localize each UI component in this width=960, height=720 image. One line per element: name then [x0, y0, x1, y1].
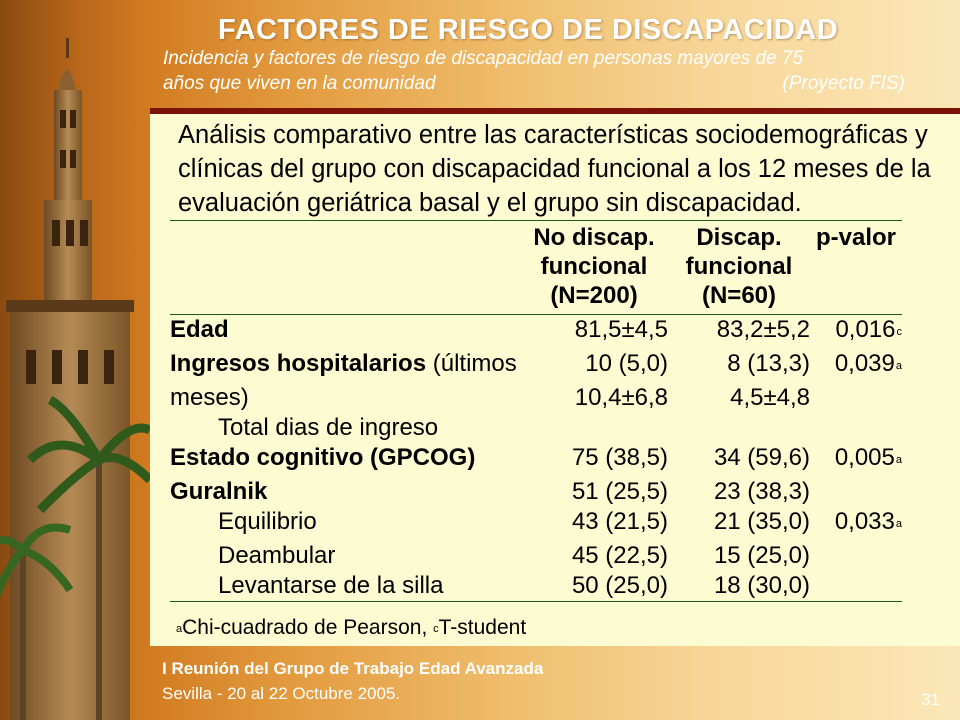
- table-row: Levantarse de la silla 50 (25,0) 18 (30,…: [170, 571, 902, 602]
- row-label: Deambular: [218, 542, 336, 569]
- footnote-mark-c: c: [433, 623, 439, 635]
- table-row: Edad 81,5±4,5 83,2±5,2 0,016c: [170, 315, 902, 350]
- pvalue-text: 0,039: [834, 350, 895, 377]
- subtitle-line-1: Incidencia y factores de riesgo de disca…: [163, 48, 804, 69]
- pvalue-mark: c: [896, 326, 903, 338]
- subtitle-line-2-text: años que viven en la comunidad: [163, 73, 436, 94]
- table-row: Deambular 45 (22,5) 15 (25,0): [170, 541, 902, 571]
- pvalue-mark: a: [895, 454, 902, 466]
- cell-pvalue: [810, 383, 902, 413]
- row-label: Equilibrio: [218, 508, 317, 535]
- cell-pvalue: [810, 477, 902, 507]
- row-label-rest: (últimos: [426, 350, 517, 377]
- cell-no-discap: 50 (25,0): [571, 572, 668, 599]
- cell-discap: [668, 413, 810, 443]
- cell-no-discap: 45 (22,5): [571, 542, 668, 569]
- pvalue-text: 0,033: [834, 508, 895, 535]
- content-panel: Análisis comparativo entre las caracterí…: [150, 114, 960, 646]
- pvalue-text: 0,005: [834, 444, 895, 471]
- header-discap: Discap. funcional (N=60): [668, 221, 810, 315]
- table-footnote: aChi-cuadrado de Pearson, cT-student: [176, 616, 526, 640]
- cell-discap: 8 (13,3): [727, 350, 810, 377]
- cell-discap: 83,2±5,2: [716, 316, 810, 343]
- cell-no-discap: 43 (21,5): [571, 508, 668, 535]
- header-pvalue: p-valor: [815, 224, 896, 251]
- page-number: 31: [921, 690, 940, 709]
- header-empty: [170, 221, 520, 315]
- subtitle-project: (Proyecto FIS): [782, 73, 905, 94]
- subtitle-line-2: años que viven en la comunidad (Proyecto…: [163, 71, 905, 96]
- row-label: Ingresos hospitalarios (últimos: [170, 349, 520, 383]
- table-row: Estado cognitivo (GPCOG) 75 (38,5) 34 (5…: [170, 443, 902, 477]
- header-discap-line: (N=60): [701, 282, 777, 309]
- cell-no-discap: 10 (5,0): [585, 350, 668, 377]
- header-discap-line: Discap.: [696, 224, 782, 251]
- row-label: Guralnik: [170, 478, 268, 505]
- table-row: Equilibrio 43 (21,5) 21 (35,0) 0,033a: [170, 507, 902, 541]
- row-label: Estado cognitivo (GPCOG): [170, 444, 476, 471]
- pvalue-mark: a: [895, 518, 902, 530]
- footnote-text-c: T-student: [438, 616, 527, 639]
- header-no-discap-line: No discap.: [533, 224, 655, 251]
- row-label: Edad: [170, 316, 229, 343]
- row-label: meses): [170, 384, 249, 411]
- cell-discap: 15 (25,0): [713, 542, 810, 569]
- cell-discap: 21 (35,0): [713, 508, 810, 535]
- row-label: Total dias de ingreso: [218, 414, 439, 441]
- table-heading: Análisis comparativo entre las caracterí…: [178, 121, 931, 217]
- cell-pvalue: [810, 413, 902, 443]
- cell-no-discap: [520, 413, 668, 443]
- cell-no-discap: 81,5±4,5: [574, 316, 668, 343]
- pvalue-text: 0,016: [835, 316, 896, 343]
- cell-pvalue: 0,039a: [810, 349, 902, 383]
- cell-discap: 34 (59,6): [713, 444, 810, 471]
- cell-pvalue: 0,005a: [810, 443, 902, 477]
- footnote-text-a: Chi-cuadrado de Pearson,: [182, 616, 434, 639]
- cell-no-discap: 10,4±6,8: [574, 384, 668, 411]
- slide-subtitle: Incidencia y factores de riesgo de disca…: [163, 46, 905, 96]
- cell-discap: 23 (38,3): [713, 478, 810, 505]
- header-no-discap-line: funcional: [540, 253, 648, 280]
- table-row: Ingresos hospitalarios (últimos 10 (5,0)…: [170, 349, 902, 383]
- header-discap-line: funcional: [685, 253, 793, 280]
- footer-date: Sevilla - 20 al 22 Octubre 2005.: [162, 684, 401, 703]
- cell-discap: 18 (30,0): [713, 572, 810, 599]
- footnote-mark-a: a: [176, 623, 183, 635]
- footer-event: I Reunión del Grupo de Trabajo Edad Avan…: [162, 659, 544, 678]
- cell-pvalue: 0,033a: [810, 507, 902, 541]
- tower-illustration: [0, 38, 150, 720]
- header-no-discap: No discap. funcional (N=200): [520, 221, 668, 315]
- cell-no-discap: 51 (25,5): [571, 478, 668, 505]
- table-row: Total dias de ingreso: [170, 413, 902, 443]
- pvalue-mark: a: [895, 360, 902, 372]
- comparison-table: No discap. funcional (N=200) Discap. fun…: [170, 220, 902, 602]
- table-row: Guralnik 51 (25,5) 23 (38,3): [170, 477, 902, 507]
- row-label: Levantarse de la silla: [218, 572, 444, 599]
- cell-discap: 4,5±4,8: [730, 384, 810, 411]
- cell-pvalue: [810, 541, 902, 571]
- header-no-discap-line: (N=200): [550, 282, 638, 309]
- cell-no-discap: 75 (38,5): [571, 444, 668, 471]
- cell-pvalue: 0,016c: [810, 315, 902, 350]
- slide-title: FACTORES DE RIESGO DE DISCAPACIDAD: [218, 14, 839, 46]
- cell-pvalue: [810, 571, 902, 602]
- row-label-bold: Ingresos hospitalarios: [170, 350, 427, 377]
- header-divider: [150, 108, 960, 114]
- table-header-row: No discap. funcional (N=200) Discap. fun…: [170, 220, 902, 315]
- table-row: meses) 10,4±6,8 4,5±4,8: [170, 383, 902, 413]
